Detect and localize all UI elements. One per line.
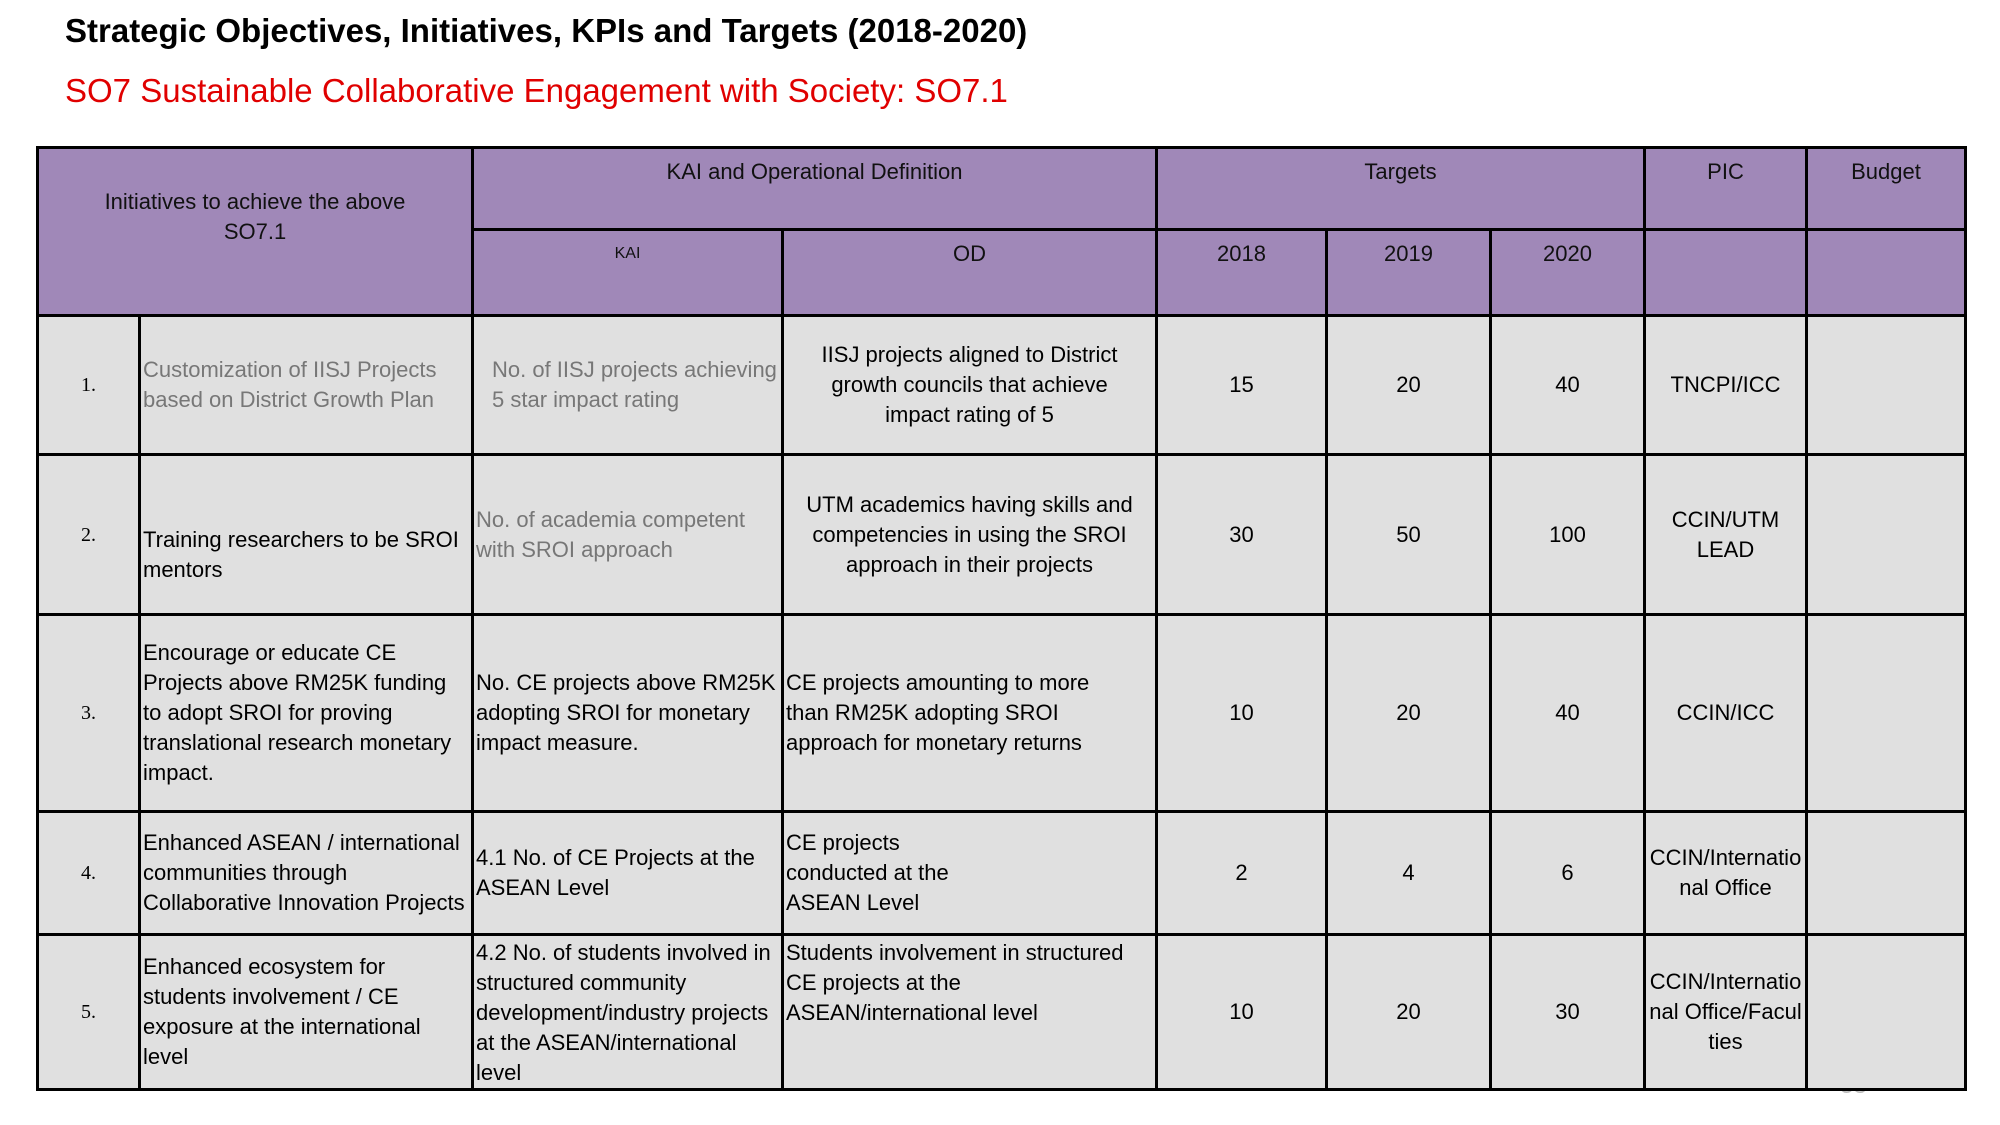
row-number: 3. (36, 613, 141, 813)
pic-cell: CCIN/International Office/Faculties (1643, 933, 1808, 1091)
initiative-cell: Enhanced ecosystem for students involvem… (138, 933, 474, 1091)
kai-cell: No. of academia competent with SROI appr… (471, 453, 784, 616)
target-2020: 40 (1489, 314, 1646, 456)
pic-cell: TNCPI/ICC (1643, 314, 1808, 456)
page-subtitle: SO7 Sustainable Collaborative Engagement… (65, 72, 1008, 109)
row-number: 1. (36, 314, 141, 456)
row-number: 4. (36, 810, 141, 936)
budget-cell (1805, 933, 1967, 1091)
table-row: 1. Customization of IISJ Projects based … (36, 314, 1967, 456)
od-cell: CE projects amounting to more than RM25K… (781, 613, 1158, 813)
header-targets: Targets (1155, 146, 1646, 231)
target-2020: 40 (1489, 613, 1646, 813)
header-2019: 2019 (1325, 228, 1492, 317)
pic-cell: CCIN/International Office (1643, 810, 1808, 936)
od-cell: Students involvement in structured CE pr… (781, 933, 1158, 1091)
initiative-cell: Enhanced ASEAN / international communiti… (138, 810, 474, 936)
target-2018: 30 (1155, 453, 1328, 616)
target-2018: 2 (1155, 810, 1328, 936)
initiative-cell: Customization of IISJ Projects based on … (138, 314, 474, 456)
target-2018: 10 (1155, 933, 1328, 1091)
target-2019: 50 (1325, 453, 1492, 616)
target-2018: 15 (1155, 314, 1328, 456)
od-cell: UTM academics having skills and competen… (781, 453, 1158, 616)
budget-cell (1805, 810, 1967, 936)
header-pic-blank (1643, 228, 1808, 317)
target-2019: 4 (1325, 810, 1492, 936)
target-2019: 20 (1325, 613, 1492, 813)
kai-cell: 4.1 No. of CE Projects at the ASEAN Leve… (471, 810, 784, 936)
header-2018: 2018 (1155, 228, 1328, 317)
header-row-1: Initiatives to achieve the above SO7.1 K… (36, 146, 1967, 317)
kai-cell: No. CE projects above RM25K adopting SRO… (471, 613, 784, 813)
header-od: OD (781, 228, 1158, 317)
page-title: Strategic Objectives, Initiatives, KPIs … (65, 12, 1028, 49)
pic-cell: CCIN/ICC (1643, 613, 1808, 813)
target-2019: 20 (1325, 933, 1492, 1091)
kai-cell: 4.2 No. of students involved in structur… (471, 933, 784, 1091)
od-cell: IISJ projects aligned to District growth… (781, 314, 1158, 456)
kai-cell: No. of IISJ projects achieving 5 star im… (471, 314, 784, 456)
table-row: 4. Enhanced ASEAN / international commun… (36, 810, 1967, 936)
initiative-cell: Encourage or educate CE Projects above R… (138, 613, 474, 813)
table-row: 3. Encourage or educate CE Projects abov… (36, 613, 1967, 813)
header-budget-blank (1805, 228, 1967, 317)
row-number: 5. (36, 933, 141, 1091)
header-initiatives: Initiatives to achieve the above SO7.1 (36, 146, 474, 317)
header-kai: KAI (471, 228, 784, 317)
initiative-cell: Training researchers to be SROI mentors (138, 453, 474, 616)
budget-cell (1805, 453, 1967, 616)
header-pic: PIC (1643, 146, 1808, 231)
target-2020: 30 (1489, 933, 1646, 1091)
header-kai-od: KAI and Operational Definition (471, 146, 1158, 231)
header-row-2: KAI OD 2018 2019 2020 (38, 228, 1967, 317)
objectives-table: Initiatives to achieve the above SO7.1 K… (36, 146, 1967, 1091)
target-2020: 100 (1489, 453, 1646, 616)
target-2018: 10 (1155, 613, 1328, 813)
row-number: 2. (36, 453, 141, 616)
table-row: 5. Enhanced ecosystem for students invol… (36, 933, 1967, 1091)
table-row: 2. Training researchers to be SROI mento… (36, 453, 1967, 616)
header-budget: Budget (1805, 146, 1967, 231)
pic-cell: CCIN/UTM LEAD (1643, 453, 1808, 616)
target-2019: 20 (1325, 314, 1492, 456)
budget-cell (1805, 613, 1967, 813)
budget-cell (1805, 314, 1967, 456)
target-2020: 6 (1489, 810, 1646, 936)
header-2020: 2020 (1489, 228, 1646, 317)
od-cell: CE projects conducted at the ASEAN Level (781, 810, 1158, 936)
